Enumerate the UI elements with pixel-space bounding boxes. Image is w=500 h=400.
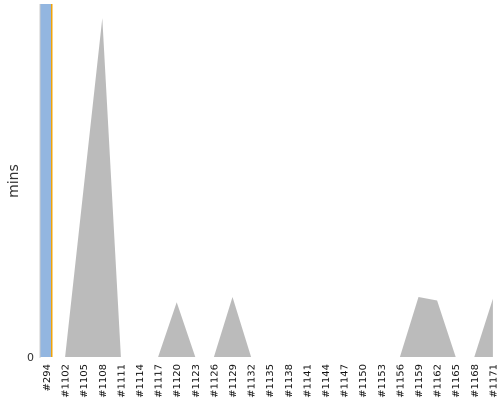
x-tick-label: #1141 — [302, 364, 313, 398]
series-layer — [65, 18, 493, 358]
x-tick-label: #1147 — [340, 364, 351, 398]
x-tick-labels: #294 #1102 #1105 #1108 #1111 #1114 #1117 #1120 #… — [42, 364, 499, 398]
x-tick-label: #1102 — [61, 364, 72, 398]
x-tick-label: #1117 — [154, 364, 165, 398]
x-tick-label: #1171 — [488, 364, 499, 398]
x-tick-label: #1123 — [191, 364, 202, 398]
highlight-layer — [40, 4, 53, 357]
x-tick-label: #1126 — [209, 364, 220, 398]
x-tick-label: #1105 — [79, 364, 90, 398]
series-area-0 — [65, 18, 493, 358]
x-tick-label: #1129 — [228, 364, 239, 398]
x-tick-label: #1120 — [172, 364, 183, 398]
x-tick-label: #1132 — [247, 364, 258, 398]
x-tick-label: #1108 — [98, 364, 109, 398]
y-tick-label: 0 — [27, 351, 34, 364]
highlight-bar — [40, 4, 53, 357]
x-tick-label: #1168 — [470, 364, 481, 398]
y-axis-label: mins — [6, 164, 22, 198]
x-tick-label: #294 — [42, 364, 53, 391]
highlight-bar-edge — [51, 4, 53, 357]
x-tick-label: #1138 — [284, 364, 295, 398]
x-tick-label: #1162 — [433, 364, 444, 398]
y-tick-labels: 0 — [27, 351, 34, 364]
x-tick-label: #1144 — [321, 364, 332, 398]
x-tick-label: #1111 — [116, 364, 127, 398]
x-tick-label: #1114 — [135, 364, 146, 398]
x-tick-label: #1159 — [414, 364, 425, 398]
x-tick-label: #1165 — [451, 364, 462, 398]
x-tick-label: #1135 — [265, 364, 276, 398]
x-tick-label: #1150 — [358, 364, 369, 398]
x-tick-label: #1153 — [377, 364, 388, 398]
x-tick-label: #1156 — [395, 364, 406, 398]
